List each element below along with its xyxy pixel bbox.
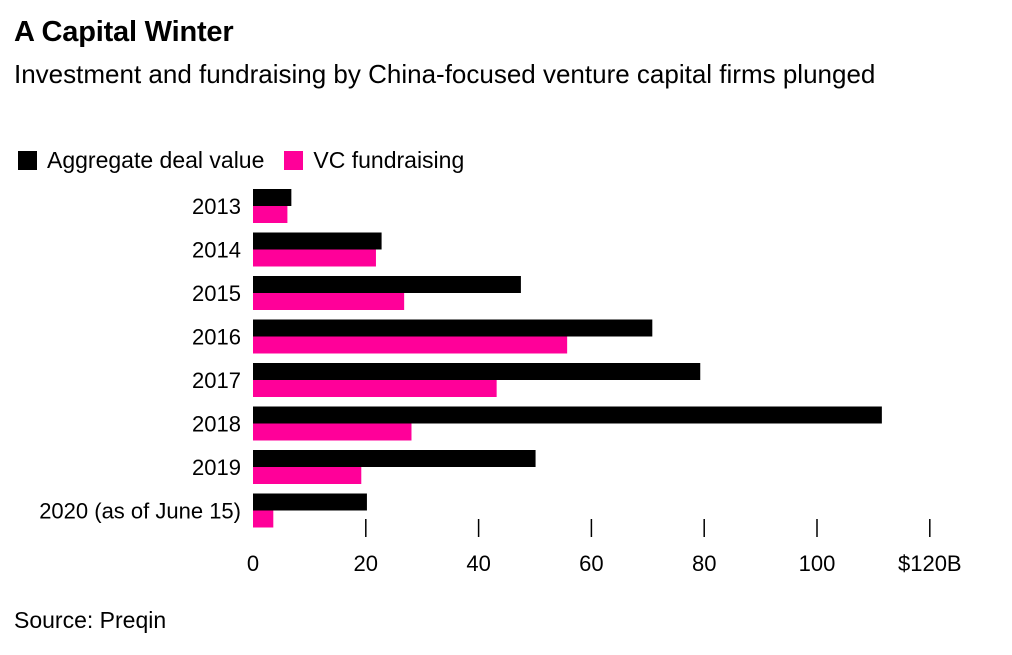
bar-deal-value-2016 bbox=[253, 319, 653, 337]
bar-vc-fundraising-2014 bbox=[253, 249, 376, 267]
bar-deal-value-2015 bbox=[253, 276, 521, 293]
legend-swatch-deal-value bbox=[18, 151, 37, 170]
x-tick-label-4: 80 bbox=[692, 551, 716, 576]
bar-deal-value-2020 bbox=[253, 493, 367, 511]
bar-deal-value-2019 bbox=[253, 450, 536, 467]
bar-vc-fundraising-2016 bbox=[253, 336, 568, 354]
legend-swatch-vc-fundraising bbox=[284, 151, 304, 170]
chart-legend: Aggregate deal value VC fundraising bbox=[18, 147, 484, 174]
bar-vc-fundraising-2017 bbox=[253, 380, 497, 397]
bar-deal-value-2017 bbox=[253, 363, 701, 380]
category-label-2016: 2016 bbox=[192, 325, 241, 350]
category-label-2013: 2013 bbox=[192, 194, 241, 219]
category-label-2019: 2019 bbox=[192, 455, 241, 480]
bar-deal-value-2013 bbox=[253, 189, 292, 206]
bar-vc-fundraising-2015 bbox=[253, 293, 405, 310]
bar-deal-value-2014 bbox=[253, 232, 382, 250]
category-label-2018: 2018 bbox=[192, 412, 241, 437]
source-note: Source: Preqin bbox=[14, 607, 167, 633]
bar-deal-value-2018 bbox=[253, 406, 882, 424]
chart-subtitle: Investment and fundraising by China-focu… bbox=[14, 59, 876, 89]
x-tick-label-1: 20 bbox=[354, 551, 378, 576]
category-label-2017: 2017 bbox=[192, 368, 241, 393]
legend-label-vc-fundraising: VC fundraising bbox=[313, 147, 465, 173]
x-tick-label-3: 60 bbox=[579, 551, 603, 576]
x-tick-label-6: $120B bbox=[898, 551, 962, 576]
x-tick-label-5: 100 bbox=[799, 551, 836, 576]
legend-label-deal-value: Aggregate deal value bbox=[47, 147, 265, 173]
bar-vc-fundraising-2018 bbox=[253, 423, 412, 441]
bar-vc-fundraising-2020 bbox=[253, 510, 274, 528]
category-label-2014: 2014 bbox=[192, 238, 241, 263]
category-label-2020: 2020 (as of June 15) bbox=[39, 499, 241, 524]
x-tick-label-2: 40 bbox=[466, 551, 490, 576]
legend-item-deal-value: Aggregate deal value bbox=[18, 147, 264, 174]
legend-item-vc-fundraising: VC fundraising bbox=[284, 147, 464, 174]
chart-title: A Capital Winter bbox=[14, 16, 234, 48]
category-label-2015: 2015 bbox=[192, 281, 241, 306]
x-tick-label-0: 0 bbox=[247, 551, 259, 576]
bar-vc-fundraising-2013 bbox=[253, 206, 288, 223]
bar-vc-fundraising-2019 bbox=[253, 467, 362, 484]
